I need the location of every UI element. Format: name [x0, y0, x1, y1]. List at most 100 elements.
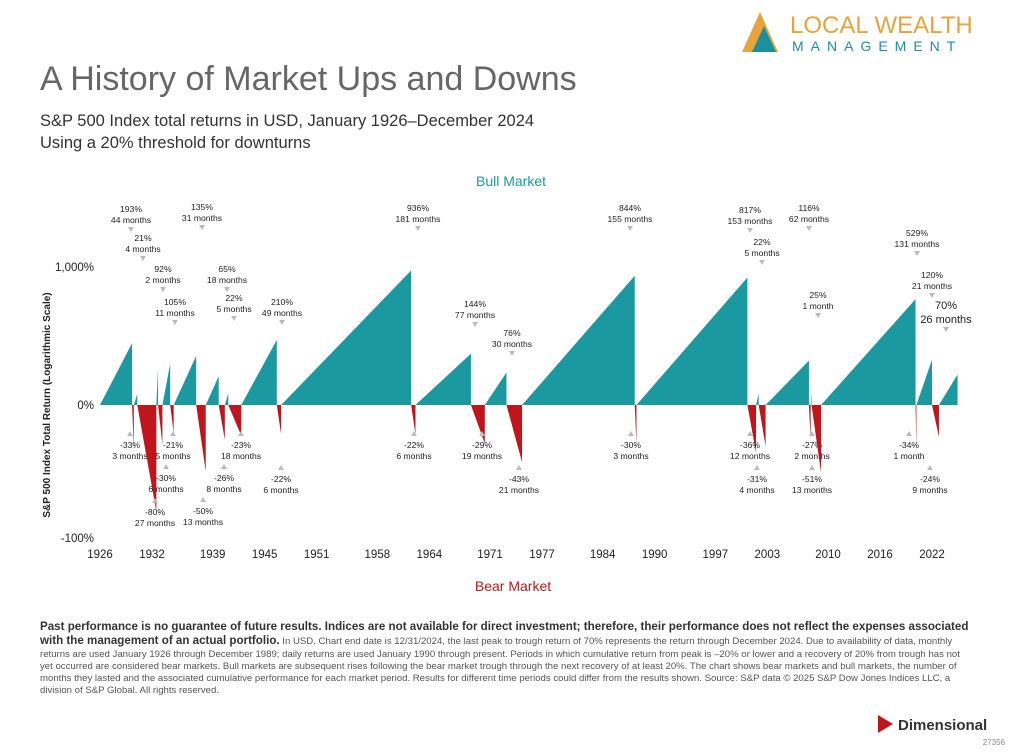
value-label: -26% [214, 473, 234, 483]
value-label: 22% [225, 293, 243, 303]
pointer [747, 431, 753, 436]
y-tick-label: 1,000% [55, 262, 94, 274]
pointer [140, 256, 146, 261]
pointer [516, 465, 522, 470]
pointer [943, 327, 949, 332]
bull-area [484, 372, 507, 405]
y-tick-label: -100% [61, 533, 94, 545]
value-label: -36% [740, 440, 760, 450]
x-tick-label: 1990 [642, 549, 668, 561]
bear-area [218, 405, 225, 440]
bear-area [158, 405, 163, 445]
bear-area [747, 405, 757, 453]
disclaimer-text: In USD. Chart end date is 12/31/2024, th… [40, 636, 960, 697]
y-tick-label: 0% [77, 400, 94, 412]
value-label: -30% [156, 473, 176, 483]
duration-label: 3 months [112, 451, 147, 461]
duration-label: 4 months [739, 485, 774, 495]
pointer [747, 228, 753, 233]
x-tick-label: 1939 [200, 549, 226, 561]
duration-label: 31 months [182, 213, 222, 223]
value-label: -33% [120, 440, 140, 450]
value-label: 817% [739, 205, 761, 215]
duration-label: 21 months [499, 485, 539, 495]
x-tick-label: 1971 [477, 549, 503, 561]
value-label: 105% [164, 297, 186, 307]
bull-area [938, 374, 958, 405]
duration-label: 4 months [125, 244, 160, 254]
value-label: 193% [120, 204, 142, 214]
pointer [278, 465, 284, 470]
value-label: -30% [621, 440, 641, 450]
bull-area [821, 299, 916, 405]
value-label: 92% [154, 264, 172, 274]
bull-area [765, 360, 809, 405]
duration-label: 21 months [912, 281, 952, 291]
pointer [472, 322, 478, 327]
duration-label: 62 months [789, 214, 829, 224]
bear-area [470, 405, 485, 444]
brand-name: LOCAL WEALTH [790, 12, 973, 39]
pointer [509, 351, 515, 356]
duration-label: 6 months [148, 484, 183, 494]
duration-label: 181 months [396, 214, 441, 224]
x-tick-label: 2010 [815, 549, 841, 561]
chart-subtitle: S&P 500 Index total returns in USD, Janu… [40, 112, 534, 130]
value-label: -22% [271, 474, 291, 484]
x-tick-label: 2016 [867, 549, 893, 561]
duration-label: 155 months [608, 214, 653, 224]
value-label: -31% [747, 474, 767, 484]
pointer [415, 226, 421, 231]
dimensional-logo: Dimensional [878, 715, 987, 734]
pointer [628, 431, 634, 436]
chart-subtitle: Using a 20% threshold for downturns [40, 134, 311, 152]
pointer [809, 465, 815, 470]
duration-label: 2 months [794, 451, 829, 461]
bear-area [758, 405, 766, 447]
value-label: -21% [163, 440, 183, 450]
bear-area [811, 405, 822, 473]
footer-code: 27356 [983, 738, 1006, 747]
duration-label: 12 months [730, 451, 770, 461]
value-label: 210% [271, 297, 293, 307]
pointer [815, 313, 821, 318]
duration-label: 3 months [613, 451, 648, 461]
value-label: -34% [899, 440, 919, 450]
value-label: 65% [218, 264, 236, 274]
x-tick-label: 1964 [417, 549, 443, 561]
value-label: 76% [503, 328, 521, 338]
x-tick-label: 2022 [919, 549, 945, 561]
bear-area [634, 405, 637, 445]
x-tick-label: 1932 [139, 549, 165, 561]
value-label: 21% [134, 233, 152, 243]
value-label: 144% [464, 299, 486, 309]
value-label: -23% [231, 440, 251, 450]
value-label: 529% [906, 228, 928, 238]
bull-area [636, 277, 748, 405]
duration-label: 19 months [462, 451, 502, 461]
bear-area [411, 405, 416, 435]
pointer [221, 464, 227, 469]
bear-area [932, 405, 939, 437]
bull-area [133, 394, 138, 405]
bull-area [415, 353, 471, 405]
value-label: -50% [193, 506, 213, 516]
duration-label: 1 month [802, 301, 833, 311]
duration-label: 30 months [492, 339, 532, 349]
pointer [128, 227, 134, 232]
bull-area [916, 359, 932, 405]
pointer [754, 465, 760, 470]
pointer [170, 431, 176, 436]
value-label: 844% [619, 203, 641, 213]
duration-label: 77 months [455, 310, 495, 320]
duration-label: 49 months [262, 308, 302, 318]
bull-area [205, 376, 219, 405]
x-tick-label: 1926 [87, 549, 113, 561]
pointer [759, 260, 765, 265]
pointer [152, 498, 158, 503]
duration-label: 5 months [216, 304, 251, 314]
bull-area [224, 393, 229, 405]
pointer [809, 431, 815, 436]
